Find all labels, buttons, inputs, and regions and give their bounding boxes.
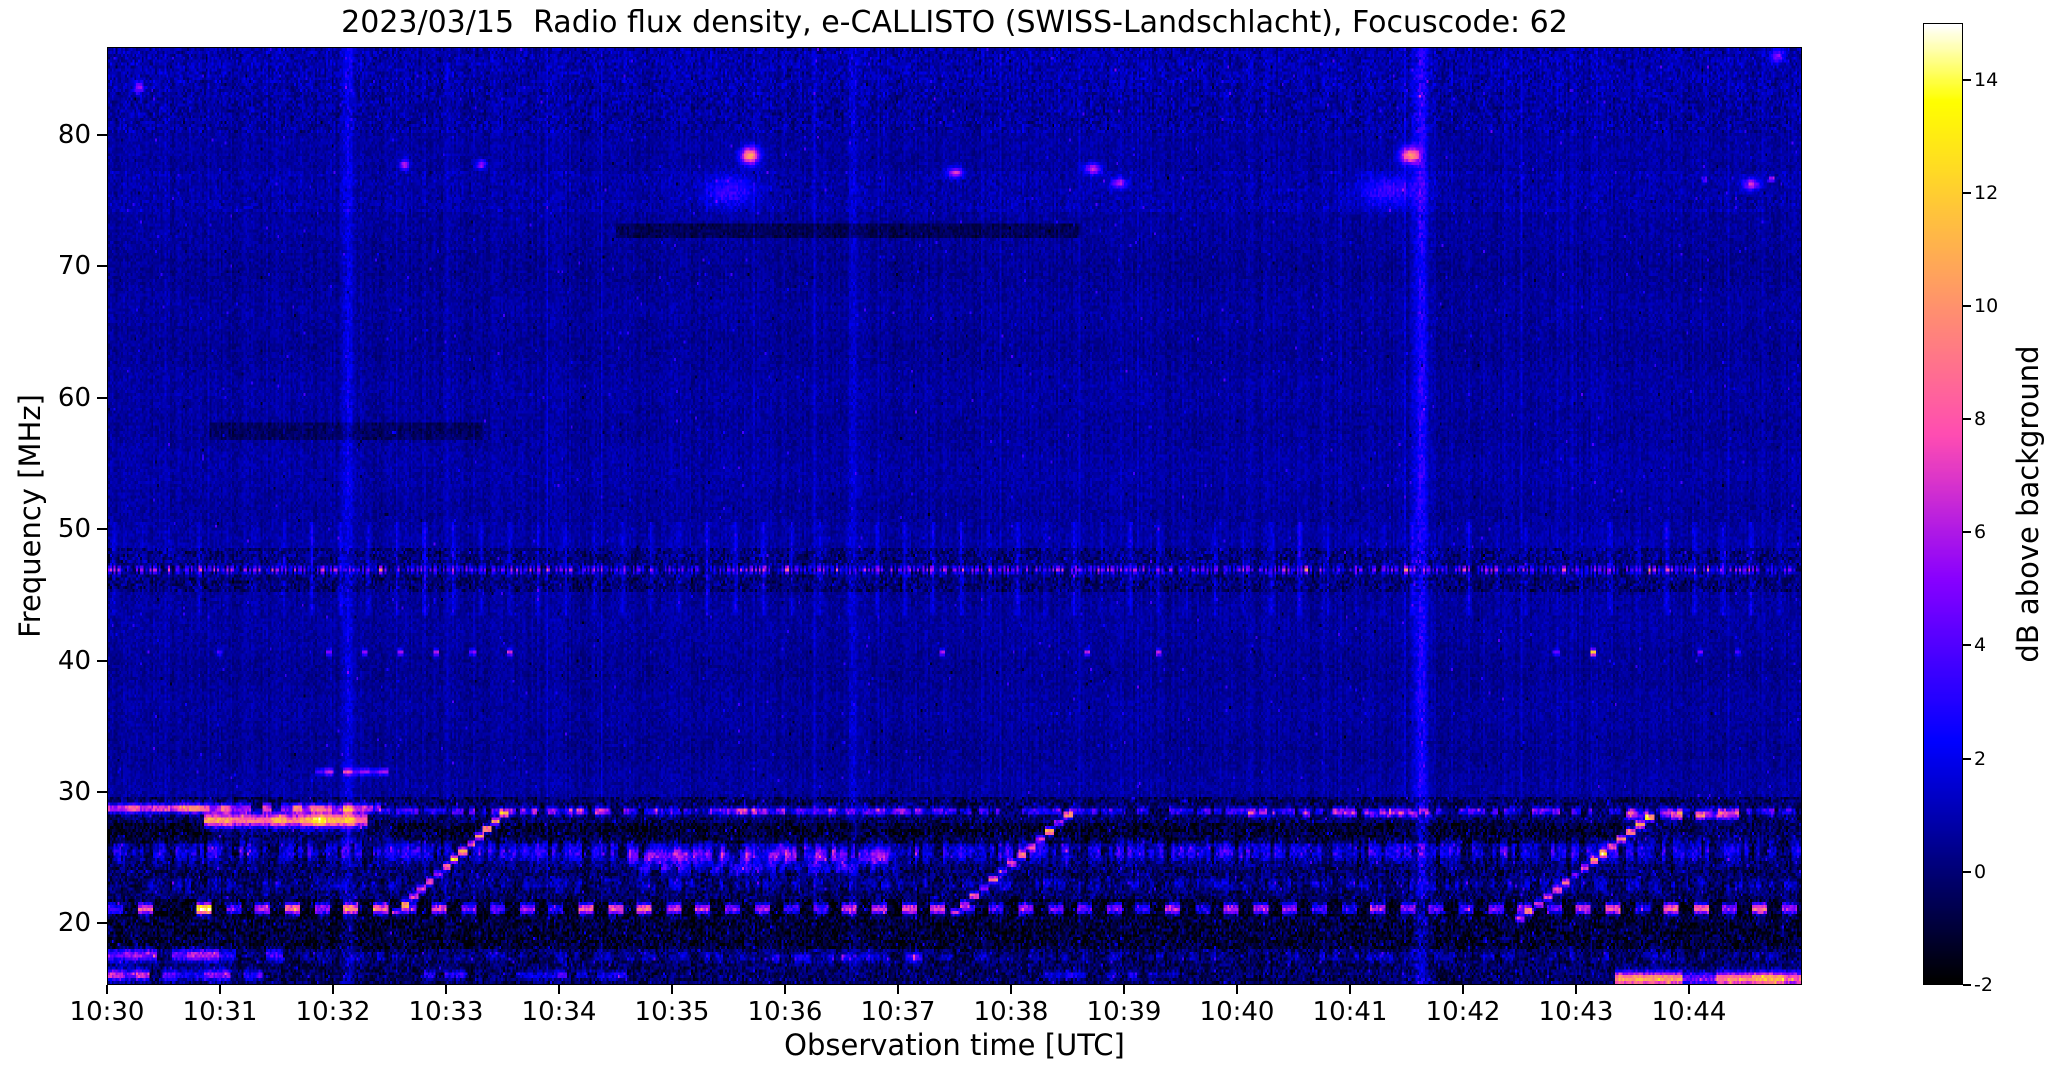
plot-area <box>107 47 1802 985</box>
colorbar-label: dB above background <box>2011 345 2045 663</box>
y-tick-label: 30 <box>57 776 91 807</box>
x-tick-label: 10:31 <box>182 997 258 1027</box>
x-tick-label: 10:37 <box>860 997 936 1027</box>
x-tick-mark <box>332 985 334 994</box>
y-tick-label: 20 <box>57 908 91 939</box>
colorbar-tick-label: 10 <box>1974 294 1999 317</box>
x-tick-mark <box>219 985 221 994</box>
y-tick-mark <box>97 790 107 793</box>
x-axis-label: Observation time [UTC] <box>784 1028 1125 1062</box>
y-tick-mark <box>97 265 107 268</box>
x-tick-label: 10:30 <box>69 997 145 1027</box>
x-tick-label: 10:32 <box>295 997 371 1027</box>
colorbar-tick-mark <box>1963 78 1971 81</box>
spectrogram-canvas <box>108 48 1801 984</box>
y-tick-mark <box>97 659 107 662</box>
colorbar-tick-mark <box>1963 304 1971 307</box>
y-tick-label: 40 <box>57 645 91 676</box>
x-tick-mark <box>1123 985 1125 994</box>
colorbar-tick-mark <box>1963 191 1971 194</box>
colorbar-tick-label: -2 <box>1974 974 1993 996</box>
x-tick-label: 10:34 <box>521 997 597 1027</box>
x-tick-mark <box>897 985 899 994</box>
x-tick-mark <box>1010 985 1012 994</box>
y-tick-mark <box>97 922 107 925</box>
chart-title: 2023/03/15 Radio flux density, e-CALLIST… <box>341 5 1568 40</box>
x-tick-label: 10:43 <box>1538 997 1614 1027</box>
x-tick-label: 10:33 <box>408 997 484 1027</box>
y-tick-mark <box>97 396 107 399</box>
colorbar-tick-mark <box>1963 644 1971 647</box>
y-tick-mark <box>97 134 107 137</box>
x-tick-mark <box>1236 985 1238 994</box>
x-tick-mark <box>106 985 108 994</box>
x-tick-mark <box>558 985 560 994</box>
x-tick-mark <box>784 985 786 994</box>
y-tick-mark <box>97 528 107 531</box>
x-tick-mark <box>1575 985 1577 994</box>
x-tick-mark <box>1688 985 1690 994</box>
colorbar-tick-label: 12 <box>1974 181 1999 204</box>
x-tick-label: 10:38 <box>973 997 1049 1027</box>
y-tick-label: 80 <box>57 120 91 151</box>
x-tick-mark <box>1462 985 1464 994</box>
x-tick-mark <box>671 985 673 994</box>
colorbar-tick-label: 2 <box>1974 747 1987 770</box>
x-tick-label: 10:35 <box>634 997 710 1027</box>
colorbar-tick-mark <box>1963 984 1971 986</box>
colorbar-tick-label: 6 <box>1974 521 1987 544</box>
y-tick-label: 50 <box>57 514 91 545</box>
y-tick-label: 60 <box>57 382 91 413</box>
colorbar-tick-mark <box>1963 531 1971 534</box>
x-tick-label: 10:39 <box>1086 997 1162 1027</box>
colorbar-gradient-canvas <box>1924 24 1962 984</box>
colorbar-tick-mark <box>1963 870 1971 873</box>
colorbar <box>1923 23 1963 985</box>
x-tick-label: 10:36 <box>747 997 823 1027</box>
x-tick-mark <box>1349 985 1351 994</box>
y-tick-label: 70 <box>57 251 91 282</box>
x-tick-label: 10:40 <box>1199 997 1275 1027</box>
colorbar-tick-label: 14 <box>1974 68 1999 91</box>
colorbar-tick-label: 0 <box>1974 860 1987 883</box>
x-tick-label: 10:41 <box>1312 997 1388 1027</box>
x-tick-mark <box>445 985 447 994</box>
colorbar-tick-label: 4 <box>1974 634 1987 657</box>
colorbar-tick-mark <box>1963 757 1971 760</box>
x-tick-label: 10:44 <box>1651 997 1727 1027</box>
colorbar-tick-mark <box>1963 418 1971 421</box>
x-tick-label: 10:42 <box>1425 997 1501 1027</box>
colorbar-tick-label: 8 <box>1974 408 1987 431</box>
